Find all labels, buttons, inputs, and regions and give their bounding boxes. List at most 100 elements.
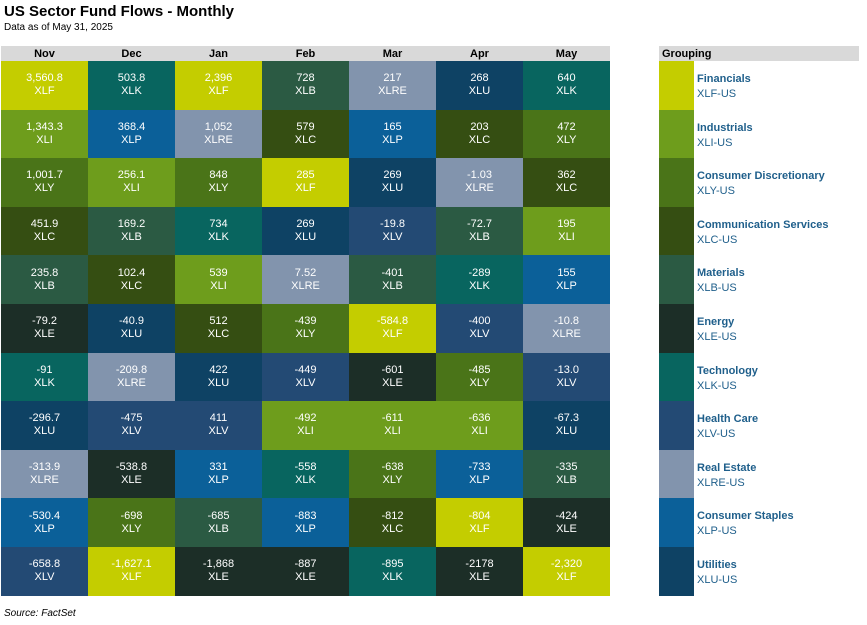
- cell-ticker: XLF: [121, 571, 142, 584]
- cell-ticker: XLV: [469, 328, 490, 341]
- cell-value: -584.8: [376, 315, 409, 328]
- cell-value: -335: [555, 461, 578, 474]
- cell-ticker: XLE: [208, 571, 229, 584]
- column-header-nov: Nov: [1, 46, 88, 61]
- column-header-dec: Dec: [88, 46, 175, 61]
- cell-ticker: XLY: [34, 182, 55, 195]
- cell-ticker: XLU: [468, 85, 491, 98]
- heatmap-cell: -485 XLY: [436, 352, 523, 402]
- cell-value: -209.8: [115, 363, 148, 376]
- heatmap-cell: -289 XLK: [436, 255, 523, 304]
- cell-ticker: XLI: [123, 182, 140, 195]
- heatmap-cell: 285 XLF: [262, 158, 349, 207]
- cell-ticker: XLK: [469, 279, 490, 292]
- cell-value: -638: [381, 461, 404, 474]
- cell-ticker: XLK: [208, 231, 229, 244]
- cell-value: 362: [557, 169, 576, 182]
- cell-value: -13.0: [553, 363, 580, 376]
- cell-ticker: XLF: [295, 182, 316, 195]
- cell-ticker: XLC: [33, 231, 56, 244]
- cell-ticker: XLY: [295, 328, 316, 341]
- cell-ticker: XLV: [382, 231, 403, 244]
- cell-ticker: XLB: [556, 474, 577, 487]
- cell-ticker: XLF: [382, 328, 403, 341]
- group-ticker: XLK-US: [697, 379, 737, 392]
- heatmap-cell: -475 XLV: [88, 401, 175, 450]
- cell-ticker: XLE: [34, 328, 55, 341]
- cell-value: 102.4: [117, 266, 146, 279]
- heatmap-cell: -13.0 XLV: [523, 352, 610, 402]
- cell-ticker: XLP: [121, 133, 142, 146]
- cell-ticker: XLB: [469, 231, 490, 244]
- heatmap-cell: -400 XLV: [436, 304, 523, 353]
- cell-value: -289: [468, 266, 491, 279]
- heatmap-cell: -1.03 XLRE: [436, 158, 523, 207]
- group-swatch: [659, 352, 694, 402]
- cell-value: 268: [470, 72, 489, 85]
- group-swatch: [659, 206, 694, 256]
- cell-ticker: XLP: [382, 133, 403, 146]
- group-ticker: XLY-US: [697, 185, 735, 198]
- cell-value: -424: [555, 509, 578, 522]
- heatmap-cell: 169.2 XLB: [88, 206, 175, 256]
- cell-ticker: XLU: [120, 328, 143, 341]
- cell-ticker: XLK: [382, 571, 403, 584]
- cell-ticker: XLB: [34, 279, 55, 292]
- fund-flows-heatmap: Nov Dec Jan Feb Mar Apr May 3,560.8 XLF 1,343.3 XL…: [1, 46, 610, 596]
- cell-value: 579: [296, 120, 315, 133]
- cell-value: -10.8: [553, 315, 580, 328]
- chart-subtitle: Data as of May 31, 2025: [4, 22, 113, 33]
- heatmap-cell: 411 XLV: [175, 401, 262, 450]
- cell-value: 331: [209, 461, 228, 474]
- cell-value: -538.8: [115, 461, 148, 474]
- cell-ticker: XLY: [469, 376, 490, 389]
- cell-ticker: XLRE: [30, 474, 59, 487]
- heatmap-cell: -72.7 XLB: [436, 206, 523, 256]
- cell-value: -611: [381, 412, 404, 425]
- heatmap-cell: 1,052 XLRE: [175, 109, 262, 159]
- source-note: Source: FactSet: [4, 608, 76, 619]
- cell-value: -601: [381, 363, 404, 376]
- group-name: Materials: [697, 267, 745, 280]
- cell-ticker: XLRE: [291, 279, 320, 292]
- heatmap-cell: 640 XLK: [523, 61, 610, 110]
- cell-value: 728: [296, 72, 315, 85]
- heatmap-cell: 331 XLP: [175, 449, 262, 499]
- group-name: Utilities: [697, 559, 737, 571]
- heatmap-cell: 579 XLC: [262, 109, 349, 159]
- group-ticker: XLB-US: [697, 282, 737, 295]
- cell-value: -313.9: [28, 461, 61, 474]
- cell-value: 411: [209, 412, 228, 425]
- cell-value: -530.4: [28, 509, 61, 522]
- cell-value: 256.1: [117, 169, 146, 182]
- heatmap-cell: 472 XLY: [523, 109, 610, 159]
- heatmap-cell: -67.3 XLU: [523, 401, 610, 450]
- heatmap-cell: 165 XLP: [349, 109, 436, 159]
- grouping-header: Grouping: [659, 46, 859, 61]
- cell-value: -40.9: [118, 315, 145, 328]
- heatmap-cell: -558 XLK: [262, 449, 349, 499]
- column-header-feb: Feb: [262, 46, 349, 61]
- group-swatch: [659, 61, 694, 110]
- cell-value: 155: [557, 266, 576, 279]
- column-header-jan: Jan: [175, 46, 262, 61]
- cell-value: -91: [36, 363, 53, 376]
- cell-value: -883: [294, 509, 317, 522]
- group-name: Energy: [697, 316, 735, 328]
- heatmap-cell: -424 XLE: [523, 498, 610, 547]
- heatmap-cell: 503.8 XLK: [88, 61, 175, 110]
- group-ticker: XLI-US: [697, 136, 733, 149]
- cell-value: -1,868: [202, 558, 235, 571]
- heatmap-cell: 268 XLU: [436, 61, 523, 110]
- cell-value: -804: [468, 509, 491, 522]
- cell-ticker: XLRE: [552, 328, 581, 341]
- heatmap-cell: 728 XLB: [262, 61, 349, 110]
- chart-title: US Sector Fund Flows - Monthly: [4, 3, 234, 20]
- cell-value: -733: [468, 461, 491, 474]
- cell-ticker: XLY: [208, 182, 229, 195]
- heatmap-cell: -804 XLF: [436, 498, 523, 547]
- cell-value: 2,396: [204, 72, 233, 85]
- cell-value: -658.8: [28, 558, 61, 571]
- cell-value: -1,627.1: [111, 558, 152, 571]
- cell-ticker: XLV: [34, 571, 55, 584]
